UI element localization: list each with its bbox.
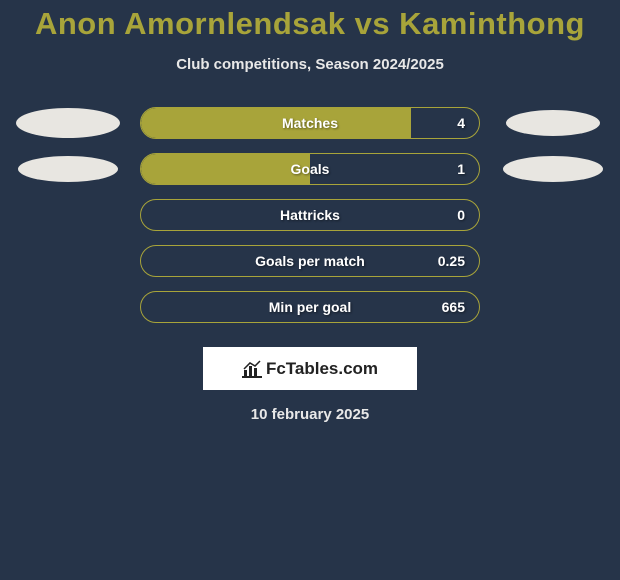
stat-bar: Matches 4 xyxy=(135,107,485,139)
stat-row: Hattricks 0 xyxy=(0,199,620,231)
bar-track: Goals per match 0.25 xyxy=(140,245,480,277)
ellipse-marker-right xyxy=(506,110,600,136)
right-marker xyxy=(485,156,620,182)
date-label: 10 february 2025 xyxy=(251,406,369,423)
ellipse-marker-left xyxy=(18,156,118,182)
stat-label: Goals per match xyxy=(255,253,365,269)
left-marker xyxy=(0,156,135,182)
stat-label: Matches xyxy=(282,115,338,131)
page-title: Anon Amornlendsak vs Kaminthong xyxy=(35,6,585,42)
stat-label: Goals xyxy=(291,161,330,177)
bar-track: Goals 1 xyxy=(140,153,480,185)
stat-bar: Min per goal 665 xyxy=(135,291,485,323)
bar-fill xyxy=(141,108,411,138)
right-marker xyxy=(485,110,620,136)
stat-value: 0.25 xyxy=(438,253,465,269)
stat-bar: Goals 1 xyxy=(135,153,485,185)
chart-icon xyxy=(242,360,262,378)
stat-bar: Goals per match 0.25 xyxy=(135,245,485,277)
subtitle: Club competitions, Season 2024/2025 xyxy=(176,56,444,73)
stat-row: Min per goal 665 xyxy=(0,291,620,323)
comparison-widget: Anon Amornlendsak vs Kaminthong Club com… xyxy=(0,0,620,423)
stat-value: 0 xyxy=(457,207,465,223)
bar-fill xyxy=(141,154,310,184)
stat-value: 1 xyxy=(457,161,465,177)
stat-value: 4 xyxy=(457,115,465,131)
stat-row: Matches 4 xyxy=(0,107,620,139)
stat-label: Hattricks xyxy=(280,207,340,223)
bar-track: Min per goal 665 xyxy=(140,291,480,323)
bar-track: Hattricks 0 xyxy=(140,199,480,231)
ellipse-marker-right xyxy=(503,156,603,182)
stat-bar: Hattricks 0 xyxy=(135,199,485,231)
stat-row: Goals per match 0.25 xyxy=(0,245,620,277)
stats-rows: Matches 4 Goals 1 Hattricks 0 Goals per match 0… xyxy=(0,107,620,323)
stat-row: Goals 1 xyxy=(0,153,620,185)
stat-value: 665 xyxy=(442,299,465,315)
left-marker xyxy=(0,108,135,138)
bar-track: Matches 4 xyxy=(140,107,480,139)
ellipse-marker-left xyxy=(16,108,120,138)
source-logo[interactable]: FcTables.com xyxy=(203,347,417,390)
logo-text: FcTables.com xyxy=(266,359,378,379)
stat-label: Min per goal xyxy=(269,299,351,315)
